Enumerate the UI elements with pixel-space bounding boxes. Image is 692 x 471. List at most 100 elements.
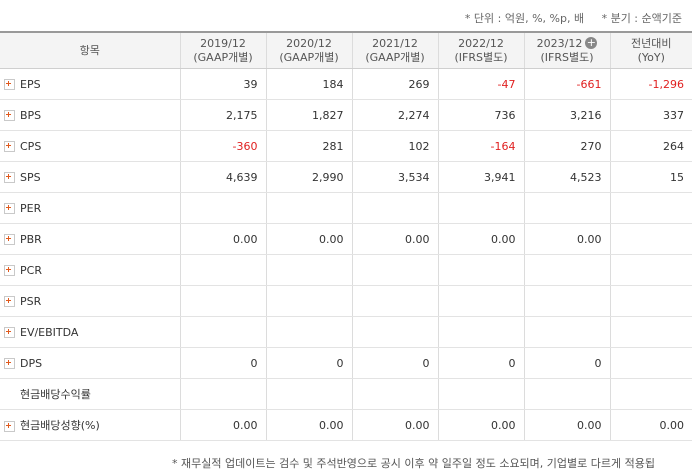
row-label-cell: CPS xyxy=(0,130,181,162)
value-cell xyxy=(610,378,692,410)
value-cell: 0 xyxy=(180,347,267,379)
value-cell: 0.00 xyxy=(610,409,692,441)
value-cell: 281 xyxy=(266,130,353,162)
value-cell xyxy=(180,378,267,410)
value-cell xyxy=(524,254,611,286)
value-cell: 0.00 xyxy=(352,223,439,255)
table-row: DPS 0 0 0 0 0 xyxy=(0,347,692,379)
unit-notes: * 단위 : 억원, %, %p, 배 * 분기 : 순액기준 xyxy=(451,10,682,26)
footer-note: * 재무실적 업데이트는 검수 및 주석반영으로 공시 이후 약 일주일 정도 … xyxy=(172,457,655,470)
value-cell: 15 xyxy=(610,161,692,193)
table-row: PBR 0.00 0.00 0.00 0.00 0.00 xyxy=(0,223,692,255)
value-cell: 0.00 xyxy=(438,223,525,255)
table-row: PCR xyxy=(0,254,692,286)
expand-plus-icon[interactable] xyxy=(4,296,15,307)
expand-plus-icon[interactable] xyxy=(4,234,15,245)
expand-plus-icon[interactable] xyxy=(4,79,15,90)
value-cell: 0 xyxy=(524,347,611,379)
value-cell: 0.00 xyxy=(524,223,611,255)
header-col: 2022/12 (IFRS별도) xyxy=(438,31,525,69)
expand-quarter-icon[interactable]: + xyxy=(585,35,598,49)
row-label: 현금배당성향(%) xyxy=(20,419,100,432)
expand-plus-icon[interactable] xyxy=(4,327,15,338)
value-cell: 0.00 xyxy=(352,409,439,441)
period-note: * 분기 : 순액기준 xyxy=(601,12,682,25)
value-cell xyxy=(524,285,611,317)
value-cell xyxy=(266,192,353,224)
value-cell xyxy=(266,285,353,317)
value-cell: 0.00 xyxy=(266,409,353,441)
expand-plus-icon[interactable] xyxy=(4,265,15,276)
value-cell xyxy=(180,285,267,317)
value-cell xyxy=(524,316,611,348)
table-row: EV/EBITDA xyxy=(0,316,692,348)
value-cell: 0.00 xyxy=(438,409,525,441)
value-cell: 4,523 xyxy=(524,161,611,193)
value-cell xyxy=(352,378,439,410)
value-cell xyxy=(438,285,525,317)
row-label-cell: 현금배당수익률 xyxy=(0,378,181,410)
value-cell: 3,216 xyxy=(524,99,611,131)
row-label-cell: PSR xyxy=(0,285,181,317)
value-cell: -360 xyxy=(180,130,267,162)
expand-plus-icon[interactable] xyxy=(4,358,15,369)
financial-ratio-table: 항목 2019/12 (GAAP개별) 2020/12 (GAAP개별) 2021/… xyxy=(0,31,692,441)
table-row: SPS 4,639 2,990 3,534 3,941 4,523 15 xyxy=(0,161,692,193)
value-cell xyxy=(524,192,611,224)
value-cell: 0.00 xyxy=(180,409,267,441)
row-label: PER xyxy=(20,201,42,215)
value-cell: 736 xyxy=(438,99,525,131)
value-cell: 102 xyxy=(352,130,439,162)
value-cell xyxy=(266,316,353,348)
value-cell xyxy=(352,192,439,224)
header-col-yoy: 전년대비 (YoY) xyxy=(610,31,692,69)
expand-plus-icon[interactable] xyxy=(4,420,15,432)
value-cell: 184 xyxy=(266,68,353,100)
value-cell: 0 xyxy=(266,347,353,379)
table-row: CPS -360 281 102 -164 270 264 xyxy=(0,130,692,162)
expand-plus-icon[interactable] xyxy=(4,172,15,183)
value-cell: 270 xyxy=(524,130,611,162)
table-row: 현금배당성향(%) 0.00 0.00 0.00 0.00 0.00 0.00 xyxy=(0,409,692,441)
header-col: 2020/12 (GAAP개별) xyxy=(266,31,353,69)
value-cell xyxy=(180,192,267,224)
value-cell xyxy=(438,254,525,286)
value-cell: -1,296 xyxy=(610,68,692,100)
expand-plus-icon[interactable] xyxy=(4,203,15,214)
row-label: PCR xyxy=(20,263,42,277)
value-cell xyxy=(438,192,525,224)
value-cell xyxy=(352,285,439,317)
row-label-cell: 현금배당성향(%) xyxy=(0,409,181,441)
value-cell: 4,639 xyxy=(180,161,267,193)
value-cell: 0.00 xyxy=(180,223,267,255)
expand-plus-icon[interactable] xyxy=(4,141,15,152)
value-cell: 0 xyxy=(438,347,525,379)
value-cell xyxy=(352,316,439,348)
row-label: EV/EBITDA xyxy=(20,325,79,339)
value-cell: 337 xyxy=(610,99,692,131)
value-cell: -164 xyxy=(438,130,525,162)
expand-plus-icon[interactable] xyxy=(4,110,15,121)
row-label: BPS xyxy=(20,108,42,122)
row-label-cell: SPS xyxy=(0,161,181,193)
value-cell: 2,175 xyxy=(180,99,267,131)
row-label: 현금배당수익률 xyxy=(20,388,91,401)
header-col: 2021/12 (GAAP개별) xyxy=(352,31,439,69)
row-label-cell: PER xyxy=(0,192,181,224)
value-cell xyxy=(266,378,353,410)
value-cell: 264 xyxy=(610,130,692,162)
value-cell xyxy=(610,316,692,348)
value-cell: 3,534 xyxy=(352,161,439,193)
row-label-cell: DPS xyxy=(0,347,181,379)
value-cell: 0 xyxy=(352,347,439,379)
value-cell xyxy=(180,316,267,348)
row-label-cell: EV/EBITDA xyxy=(0,316,181,348)
row-label: CPS xyxy=(20,139,42,153)
value-cell xyxy=(438,378,525,410)
row-label: EPS xyxy=(20,77,41,91)
table-row: PER xyxy=(0,192,692,224)
table-row: PSR xyxy=(0,285,692,317)
value-cell: 0.00 xyxy=(524,409,611,441)
value-cell xyxy=(266,254,353,286)
table-row: BPS 2,175 1,827 2,274 736 3,216 337 xyxy=(0,99,692,131)
